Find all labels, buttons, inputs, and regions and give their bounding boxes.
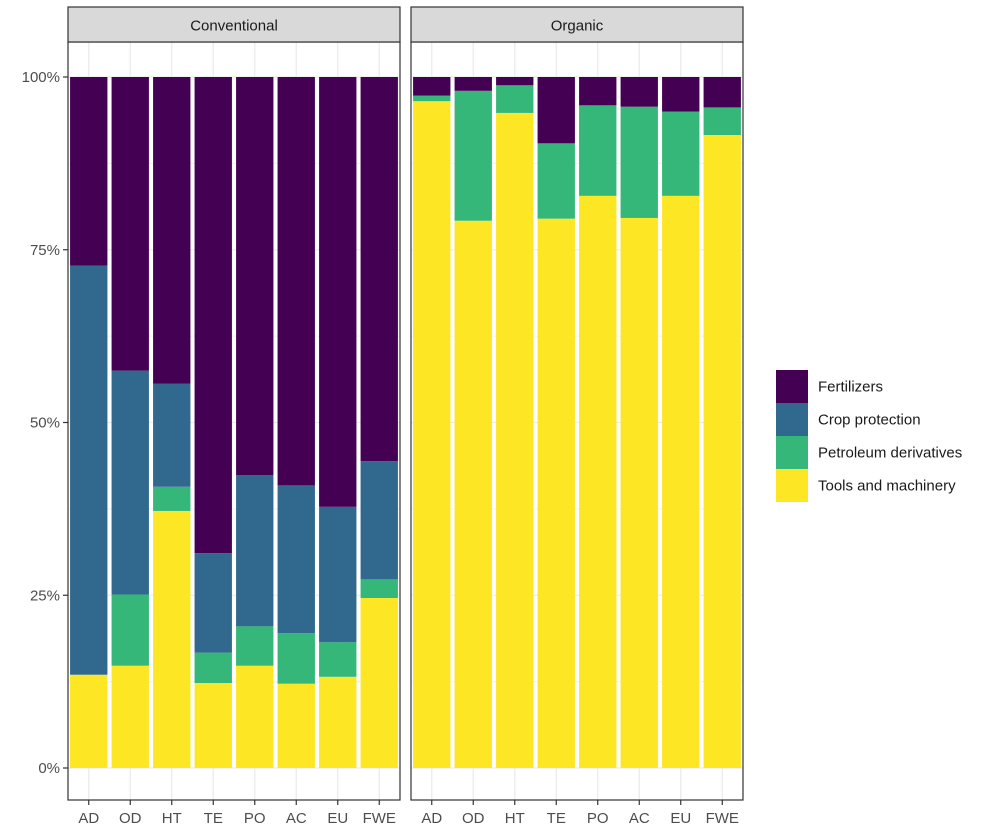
bar-segment-conventional-eu-tools-and-machinery bbox=[319, 676, 357, 768]
y-tick-label: 75% bbox=[30, 242, 60, 259]
bar-segment-conventional-fwe-tools-and-machinery bbox=[360, 598, 398, 768]
bar-segment-conventional-ht-crop-protection bbox=[153, 383, 191, 487]
bar-segment-conventional-ht-petroleum-derivatives bbox=[153, 486, 191, 511]
bar-segment-organic-ad-tools-and-machinery bbox=[413, 101, 451, 768]
bar-segment-conventional-od-crop-protection bbox=[111, 370, 149, 595]
bar-segment-conventional-po-fertilizers bbox=[236, 77, 274, 476]
bar-segment-conventional-od-petroleum-derivatives bbox=[111, 594, 149, 666]
bar-segment-conventional-ht-fertilizers bbox=[153, 77, 191, 384]
legend-label-fertilizers: Fertilizers bbox=[818, 379, 883, 396]
x-tick-label-conventional-te: TE bbox=[204, 810, 223, 827]
bar-segment-conventional-ad-tools-and-machinery bbox=[70, 674, 108, 768]
bar-segment-organic-te-tools-and-machinery bbox=[537, 218, 575, 768]
legend-key-fertilizers bbox=[776, 370, 808, 403]
facet-label-conventional: Conventional bbox=[190, 18, 278, 35]
bar-segment-organic-eu-fertilizers bbox=[662, 77, 700, 112]
bar-segment-organic-po-petroleum-derivatives bbox=[579, 105, 617, 196]
x-tick-label-organic-po: PO bbox=[587, 810, 609, 827]
bar-segment-conventional-te-fertilizers bbox=[194, 77, 232, 554]
x-tick-label-conventional-od: OD bbox=[119, 810, 142, 827]
legend-label-petroleum-derivatives: Petroleum derivatives bbox=[818, 445, 962, 462]
x-tick-label-organic-ad: AD bbox=[421, 810, 442, 827]
bar-segment-organic-ac-petroleum-derivatives bbox=[620, 106, 658, 218]
bar-segment-organic-po-tools-and-machinery bbox=[579, 195, 617, 769]
bar-segment-organic-fwe-petroleum-derivatives bbox=[703, 107, 741, 136]
bar-segment-conventional-ac-crop-protection bbox=[277, 485, 315, 634]
bar-segment-conventional-ad-crop-protection bbox=[70, 265, 108, 675]
bar-segment-conventional-po-crop-protection bbox=[236, 475, 274, 627]
bar-segment-organic-ht-tools-and-machinery bbox=[496, 112, 534, 768]
x-tick-label-organic-ac: AC bbox=[629, 810, 650, 827]
facet-strip-conventional bbox=[67, 6, 401, 43]
x-tick-label-conventional-eu: EU bbox=[327, 810, 348, 827]
bar-segment-conventional-fwe-crop-protection bbox=[360, 461, 398, 580]
bar-segment-organic-ad-fertilizers bbox=[413, 77, 451, 96]
bar-segment-conventional-ac-petroleum-derivatives bbox=[277, 633, 315, 684]
facet-label-organic: Organic bbox=[551, 18, 604, 35]
bar-segment-conventional-ad-fertilizers bbox=[70, 77, 108, 266]
bar-segment-conventional-po-tools-and-machinery bbox=[236, 665, 274, 768]
bar-segment-organic-ac-fertilizers bbox=[620, 77, 658, 107]
bar-segment-organic-ad-petroleum-derivatives bbox=[413, 95, 451, 102]
x-tick-label-organic-ht: HT bbox=[505, 810, 525, 827]
x-tick-label-organic-te: TE bbox=[547, 810, 566, 827]
bar-segment-organic-fwe-fertilizers bbox=[703, 77, 741, 108]
x-tick-label-conventional-po: PO bbox=[244, 810, 266, 827]
y-tick-label: 0% bbox=[38, 760, 60, 777]
bar-segment-organic-eu-tools-and-machinery bbox=[662, 195, 700, 769]
bar-segment-organic-eu-petroleum-derivatives bbox=[662, 111, 700, 196]
x-tick-label-conventional-fwe: FWE bbox=[363, 810, 396, 827]
bar-segment-conventional-ac-tools-and-machinery bbox=[277, 683, 315, 768]
x-tick-label-organic-od: OD bbox=[462, 810, 485, 827]
x-tick-label-conventional-ad: AD bbox=[78, 810, 99, 827]
bar-segment-conventional-te-petroleum-derivatives bbox=[194, 652, 232, 684]
bar-segment-conventional-ht-tools-and-machinery bbox=[153, 510, 191, 768]
bar-segment-conventional-po-petroleum-derivatives bbox=[236, 626, 274, 666]
bar-segment-organic-od-petroleum-derivatives bbox=[454, 90, 492, 221]
y-tick-label: 25% bbox=[30, 587, 60, 604]
bar-segment-conventional-eu-petroleum-derivatives bbox=[319, 642, 357, 677]
legend-key-petroleum-derivatives bbox=[776, 436, 808, 469]
bar-segment-organic-te-fertilizers bbox=[537, 77, 575, 144]
bar-segment-organic-ht-fertilizers bbox=[496, 77, 534, 86]
bar-segment-organic-fwe-tools-and-machinery bbox=[703, 135, 741, 768]
bar-segment-conventional-eu-crop-protection bbox=[319, 506, 357, 643]
x-tick-label-organic-eu: EU bbox=[670, 810, 691, 827]
bar-segment-conventional-fwe-fertilizers bbox=[360, 77, 398, 462]
bar-segment-conventional-od-tools-and-machinery bbox=[111, 665, 149, 768]
legend-label-crop-protection: Crop protection bbox=[818, 412, 921, 429]
legend-key-tools-and-machinery bbox=[776, 469, 808, 502]
bar-segment-organic-po-fertilizers bbox=[579, 77, 617, 106]
x-tick-label-conventional-ht: HT bbox=[162, 810, 182, 827]
x-tick-label-conventional-ac: AC bbox=[286, 810, 307, 827]
bar-segment-conventional-eu-fertilizers bbox=[319, 77, 357, 507]
x-tick-label-organic-fwe: FWE bbox=[706, 810, 739, 827]
y-tick-label: 50% bbox=[30, 415, 60, 432]
bar-segment-conventional-od-fertilizers bbox=[111, 77, 149, 371]
bar-segment-organic-ht-petroleum-derivatives bbox=[496, 85, 534, 113]
bar-segment-conventional-fwe-petroleum-derivatives bbox=[360, 579, 398, 599]
legend-label-tools-and-machinery: Tools and machinery bbox=[818, 478, 956, 495]
bar-segment-organic-od-tools-and-machinery bbox=[454, 220, 492, 768]
bar-segment-conventional-ac-fertilizers bbox=[277, 77, 315, 486]
bar-segment-conventional-te-crop-protection bbox=[194, 553, 232, 653]
facet-strip-organic bbox=[410, 6, 744, 43]
bar-segment-organic-te-petroleum-derivatives bbox=[537, 143, 575, 219]
bar-segment-organic-ac-tools-and-machinery bbox=[620, 217, 658, 769]
bar-segment-conventional-te-tools-and-machinery bbox=[194, 683, 232, 768]
y-tick-label: 100% bbox=[22, 69, 60, 86]
legend-key-crop-protection bbox=[776, 403, 808, 436]
bar-segment-organic-od-fertilizers bbox=[454, 77, 492, 91]
